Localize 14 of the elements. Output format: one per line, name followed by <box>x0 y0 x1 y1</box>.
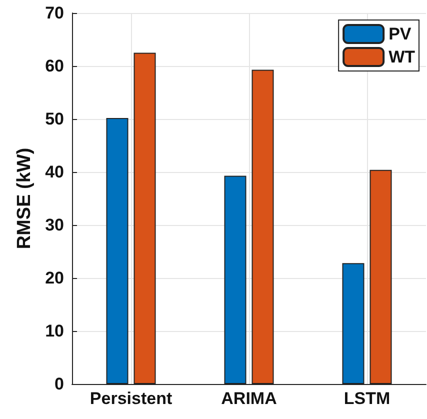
legend-label: WT <box>388 48 416 66</box>
y-tick-label: 30 <box>45 216 64 234</box>
y-tick-label: 0 <box>54 374 64 394</box>
y-tick-label: 40 <box>45 162 64 182</box>
y-tick-label: 20 <box>45 268 64 288</box>
y-tick-label: 70 <box>45 4 64 22</box>
y-tick-label: 60 <box>45 56 64 76</box>
x-tick-label: ARIMA <box>221 389 277 408</box>
y-tick-label: 50 <box>45 110 64 128</box>
y-axis-title: RMSE (kW) <box>14 148 36 250</box>
x-tick-label: Persistent <box>90 389 172 408</box>
legend-label: PV <box>388 24 412 44</box>
x-tick-label: LSTM <box>344 389 390 408</box>
y-tick-label: 10 <box>45 322 64 340</box>
